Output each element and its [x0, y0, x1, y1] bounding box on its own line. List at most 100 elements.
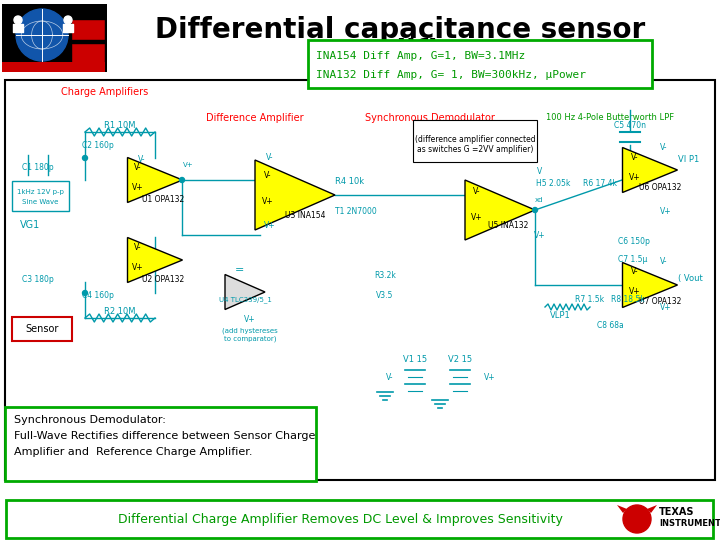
Text: C1 180p: C1 180p — [22, 163, 54, 172]
Text: Differential capacitance sensor: Differential capacitance sensor — [155, 16, 645, 44]
Text: VI P1: VI P1 — [678, 156, 699, 165]
Text: V-: V- — [266, 153, 274, 163]
Text: V+: V+ — [132, 184, 144, 192]
Text: U4 TLC339/5_1: U4 TLC339/5_1 — [219, 296, 271, 303]
Text: C7 1.5μ: C7 1.5μ — [618, 255, 647, 265]
FancyBboxPatch shape — [72, 20, 105, 40]
Text: 1kHz 12V p-p: 1kHz 12V p-p — [17, 189, 63, 195]
Text: V-: V- — [138, 156, 145, 165]
Text: V+: V+ — [534, 231, 546, 240]
Text: R2 10M: R2 10M — [104, 307, 136, 316]
Text: Synchronous Demodulator:: Synchronous Demodulator: — [14, 415, 166, 425]
Polygon shape — [127, 238, 182, 282]
Text: V-: V- — [473, 187, 481, 197]
Text: C5 470n: C5 470n — [614, 120, 646, 130]
Text: V-: V- — [264, 171, 271, 179]
Text: V-: V- — [631, 267, 639, 276]
Polygon shape — [647, 505, 657, 513]
Text: V+: V+ — [183, 162, 194, 168]
Text: V+: V+ — [629, 287, 641, 296]
Circle shape — [533, 207, 538, 213]
Text: 100 Hz 4-Pole Butterworth LPF: 100 Hz 4-Pole Butterworth LPF — [546, 113, 674, 123]
Text: V-: V- — [660, 258, 667, 267]
FancyBboxPatch shape — [6, 500, 713, 538]
Polygon shape — [623, 262, 678, 307]
Text: TEXAS: TEXAS — [659, 507, 695, 517]
Text: V3.5: V3.5 — [377, 291, 394, 300]
Text: H5 2.05k: H5 2.05k — [536, 179, 570, 188]
Text: (difference amplifier connected: (difference amplifier connected — [415, 134, 535, 144]
Text: C4 160p: C4 160p — [82, 291, 114, 300]
Text: U6 OPA132: U6 OPA132 — [639, 184, 681, 192]
Text: V2 15: V2 15 — [448, 355, 472, 364]
Text: V-: V- — [134, 242, 142, 252]
Text: Amplifier and  Reference Charge Amplifier.: Amplifier and Reference Charge Amplifier… — [14, 447, 253, 457]
Text: C8 68a: C8 68a — [597, 321, 624, 329]
Text: Charge Amplifiers: Charge Amplifiers — [61, 87, 148, 97]
Text: V+: V+ — [484, 374, 496, 382]
FancyBboxPatch shape — [72, 44, 105, 64]
Text: INSTRUMENTS: INSTRUMENTS — [659, 519, 720, 529]
Text: Difference Amplifier: Difference Amplifier — [206, 113, 304, 123]
Text: V+: V+ — [660, 207, 672, 217]
FancyBboxPatch shape — [413, 120, 537, 162]
Text: Synchronous Demodulator: Synchronous Demodulator — [365, 113, 495, 123]
Text: R3.2k: R3.2k — [374, 271, 396, 280]
Text: C2 160p: C2 160p — [82, 141, 114, 151]
Text: V-: V- — [660, 144, 667, 152]
Text: T1 2N7000: T1 2N7000 — [335, 207, 377, 217]
Polygon shape — [127, 158, 182, 202]
Polygon shape — [225, 274, 265, 309]
Text: U2 OPA132: U2 OPA132 — [142, 275, 184, 285]
Text: V+: V+ — [471, 213, 483, 222]
Text: VG1: VG1 — [20, 220, 40, 230]
Text: V+: V+ — [244, 315, 256, 325]
Text: Full-Wave Rectifies difference between Sensor Charge: Full-Wave Rectifies difference between S… — [14, 431, 315, 441]
Text: V+: V+ — [660, 303, 672, 313]
Text: R4 10k: R4 10k — [335, 178, 364, 186]
Text: R8 18.5k: R8 18.5k — [611, 295, 645, 305]
Text: VLP1: VLP1 — [549, 310, 570, 320]
Text: Sine Wave: Sine Wave — [22, 199, 58, 205]
Text: ( Vout: ( Vout — [678, 273, 703, 282]
FancyBboxPatch shape — [2, 62, 105, 72]
Text: (add hystereses
to comparator): (add hystereses to comparator) — [222, 328, 278, 342]
FancyBboxPatch shape — [2, 4, 107, 72]
Text: R6 17.4k: R6 17.4k — [583, 179, 617, 188]
Text: V+: V+ — [629, 173, 641, 183]
Text: Differential Charge Amplifier Removes DC Level & Improves Sensitivity: Differential Charge Amplifier Removes DC… — [117, 512, 562, 525]
Polygon shape — [623, 147, 678, 192]
FancyBboxPatch shape — [12, 317, 72, 341]
Text: INA154 Diff Amp, G=1, BW=3.1MHz: INA154 Diff Amp, G=1, BW=3.1MHz — [316, 51, 526, 61]
Text: U7 OPA132: U7 OPA132 — [639, 298, 681, 307]
Text: C6 150p: C6 150p — [618, 238, 650, 246]
Text: xd: xd — [535, 197, 544, 203]
Text: V-: V- — [134, 163, 142, 172]
Text: =: = — [235, 265, 245, 275]
Circle shape — [83, 291, 88, 295]
Circle shape — [16, 9, 68, 61]
Text: INA132 Diff Amp, G= 1, BW=300kHz, μPower: INA132 Diff Amp, G= 1, BW=300kHz, μPower — [316, 70, 586, 80]
Circle shape — [14, 16, 22, 24]
Circle shape — [179, 178, 184, 183]
Polygon shape — [255, 160, 335, 230]
Text: Sensor: Sensor — [25, 324, 59, 334]
Polygon shape — [465, 180, 535, 240]
Text: C3 180p: C3 180p — [22, 275, 54, 285]
Text: amplifier: amplifier — [330, 38, 471, 66]
Text: R1 10M: R1 10M — [104, 122, 136, 131]
Text: V-: V- — [631, 152, 639, 161]
Circle shape — [83, 156, 88, 160]
FancyBboxPatch shape — [5, 80, 715, 480]
Text: V+: V+ — [264, 220, 276, 230]
Text: V+: V+ — [262, 198, 274, 206]
Text: V: V — [537, 167, 543, 177]
Text: as switches G =2VV amplifier): as switches G =2VV amplifier) — [417, 145, 534, 154]
Text: R7 1.5k: R7 1.5k — [575, 295, 605, 305]
Text: U3 INA154: U3 INA154 — [284, 211, 325, 219]
FancyBboxPatch shape — [308, 40, 652, 88]
FancyBboxPatch shape — [12, 181, 69, 211]
Circle shape — [64, 16, 72, 24]
Text: U1 OPA132: U1 OPA132 — [142, 195, 184, 205]
FancyBboxPatch shape — [619, 503, 655, 535]
